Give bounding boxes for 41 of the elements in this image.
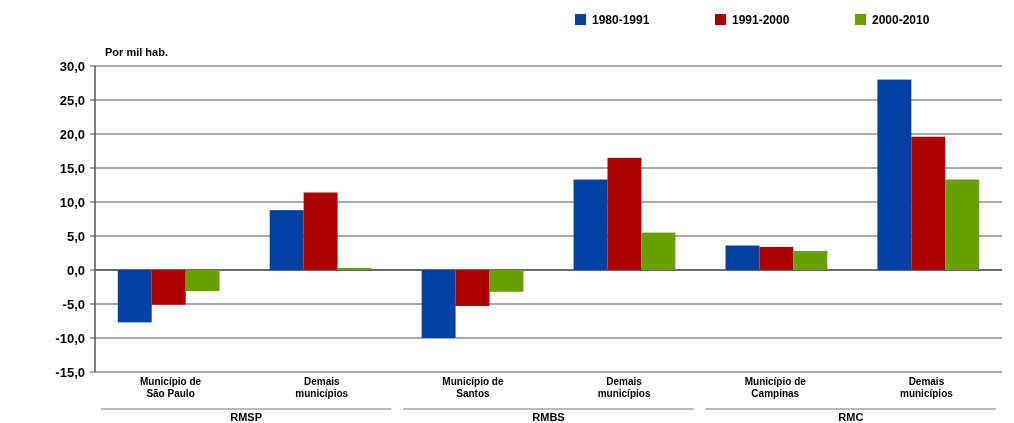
bar <box>725 245 760 270</box>
bar <box>337 267 372 270</box>
y-tick-label: -15,0 <box>55 364 85 380</box>
y-tick-label: 20,0 <box>59 126 85 142</box>
x-tick-label: Demais municípios <box>295 376 349 399</box>
y-tick-label: 5,0 <box>66 228 85 244</box>
bar <box>421 270 456 338</box>
x-tick-label: Município de São Paulo <box>140 376 202 399</box>
bar <box>759 246 794 270</box>
text: RMBS <box>532 411 565 423</box>
legend-label: 1980-1991 <box>592 13 650 27</box>
bar <box>269 210 304 270</box>
bar <box>945 179 980 270</box>
y-tick-label: -5,0 <box>62 296 85 312</box>
y-tick-label: 30,0 <box>59 58 85 74</box>
bar <box>877 79 912 270</box>
y-axis-title: Por mil hab. <box>105 46 168 58</box>
bar <box>641 232 676 270</box>
bar <box>117 270 152 323</box>
bar <box>911 136 946 270</box>
text: RMSP <box>230 411 263 423</box>
bar <box>607 157 642 270</box>
bar <box>489 270 524 292</box>
y-tick-label: 15,0 <box>59 160 85 176</box>
x-tick-label: Demais municípios <box>597 376 651 399</box>
x-tick-label: Município de Campinas <box>744 376 807 399</box>
x-tick-label: Demais municípios <box>900 376 954 399</box>
bar <box>303 192 338 270</box>
y-tick-label: 25,0 <box>59 92 85 108</box>
x-tick-label: Município de Santos <box>442 376 504 399</box>
bar <box>793 250 828 270</box>
legend-label: 1991-2000 <box>732 13 790 27</box>
bar <box>151 270 186 305</box>
bar <box>185 270 220 292</box>
bar <box>455 270 490 307</box>
y-tick-label: -10,0 <box>55 330 85 346</box>
bar <box>573 179 608 270</box>
text: RMC <box>838 411 864 423</box>
y-tick-label: 0,0 <box>66 262 85 278</box>
legend-label: 2000-2010 <box>872 13 930 27</box>
y-tick-label: 10,0 <box>59 194 85 210</box>
